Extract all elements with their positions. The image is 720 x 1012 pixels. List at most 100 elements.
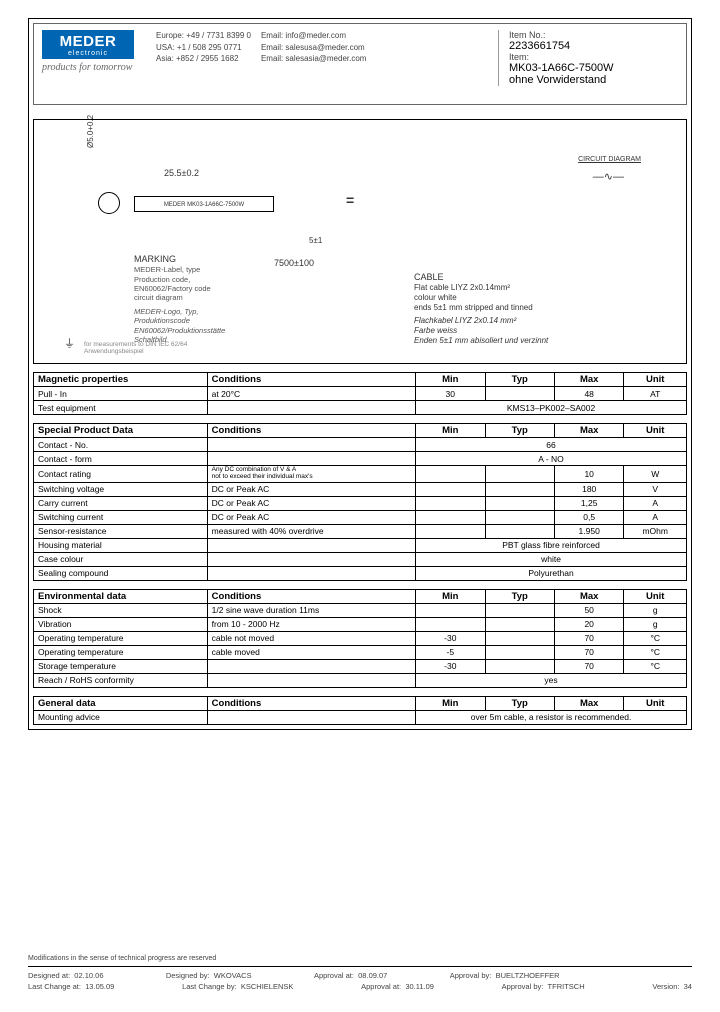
param-span-value: A - NO xyxy=(416,452,687,466)
param-span-value: white xyxy=(416,552,687,566)
approval1-at-value: 08.09.07 xyxy=(358,971,387,980)
footer: Modifications in the sense of technical … xyxy=(28,955,692,993)
circuit-diagram-label: CIRCUIT DIAGRAM xyxy=(578,156,641,163)
col-max: Max xyxy=(554,373,623,387)
contact-emails: Email: info@meder.com Email: salesusa@me… xyxy=(261,30,367,65)
param-name: Contact - No. xyxy=(34,438,208,452)
contact-phones: Europe: +49 / 7731 8399 0 USA: +1 / 508 … xyxy=(156,30,251,65)
marking-header: MARKING xyxy=(134,254,324,265)
circuit-switch-icon: —∿— xyxy=(593,170,624,183)
param-name: Contact - form xyxy=(34,452,208,466)
param-cond: cable moved xyxy=(207,645,415,659)
approval1-at-label: Approval at: xyxy=(314,971,354,980)
param-cond: measured with 40% overdrive xyxy=(207,524,415,538)
col-unit: Unit xyxy=(624,424,687,438)
version-value: 34 xyxy=(684,982,692,991)
param-typ xyxy=(485,387,554,401)
param-name: Sealing compound xyxy=(34,566,208,580)
item-name: MK03-1A66C-7500W xyxy=(509,62,678,74)
param-typ xyxy=(485,510,554,524)
param-min: -5 xyxy=(416,645,485,659)
param-typ xyxy=(485,496,554,510)
designed-at-label: Designed at: xyxy=(28,971,70,980)
param-max: 1,25 xyxy=(554,496,623,510)
param-max: 0,5 xyxy=(554,510,623,524)
ground-icon: ⏚ xyxy=(64,335,75,351)
lastchange-by-value: KSCHIELENSK xyxy=(241,982,294,991)
param-max: 10 xyxy=(554,466,623,483)
col-unit: Unit xyxy=(624,696,687,710)
slogan: products for tomorrow xyxy=(42,63,142,73)
param-cond: DC or Peak AC xyxy=(207,510,415,524)
footer-row-1: Designed at: 02.10.06 Designed by: WKOVA… xyxy=(28,970,692,981)
param-min: -30 xyxy=(416,659,485,673)
ground-note: for measurements to DIN IEC 62/64 Anwend… xyxy=(84,341,187,355)
sensor-side-rect xyxy=(366,190,406,208)
approval1-by-label: Approval by: xyxy=(450,971,492,980)
param-name: Test equipment xyxy=(34,401,208,415)
dimension-length: 25.5±0.2 xyxy=(164,168,199,178)
param-cond xyxy=(207,538,415,552)
cable-header: CABLE xyxy=(414,272,624,283)
table-row: Contact - No.66 xyxy=(34,438,687,452)
page-frame: MEDER electronic products for tomorrow E… xyxy=(28,18,692,730)
marking-lines: MEDER-Label, type Production code, EN600… xyxy=(134,265,324,303)
col-typ: Typ xyxy=(485,696,554,710)
param-name: Contact rating xyxy=(34,466,208,483)
approval2-by-label: Approval by: xyxy=(502,982,544,991)
param-cond: DC or Peak AC xyxy=(207,482,415,496)
table-row: Sensor-resistancemeasured with 40% overd… xyxy=(34,524,687,538)
technical-drawing: Ø5.0+0.2 25.5±0.2 MEDER MK03-1A66C-7500W… xyxy=(33,119,687,364)
table-row: Contact ratingAny DC combination of V & … xyxy=(34,466,687,483)
sensor-front-view xyxy=(98,192,120,214)
table-title: Special Product Data xyxy=(34,424,208,438)
param-max: 70 xyxy=(554,645,623,659)
table-row: Sealing compoundPolyurethan xyxy=(34,566,687,580)
approval2-at-label: Approval at: xyxy=(361,982,401,991)
param-max: 1.950 xyxy=(554,524,623,538)
lastchange-at-value: 13.05.09 xyxy=(85,982,114,991)
header-box: MEDER electronic products for tomorrow E… xyxy=(33,23,687,105)
table-row: Contact - form A - NO xyxy=(34,452,687,466)
param-name: Operating temperature xyxy=(34,645,208,659)
param-min xyxy=(416,603,485,617)
conditions-header: Conditions xyxy=(207,696,415,710)
param-min xyxy=(416,496,485,510)
param-cond xyxy=(207,552,415,566)
param-min: -30 xyxy=(416,631,485,645)
table-row: Pull - Inat 20°C3048AT xyxy=(34,387,687,401)
table-row: Switching voltageDC or Peak AC180V xyxy=(34,482,687,496)
param-min xyxy=(416,510,485,524)
param-unit: °C xyxy=(624,659,687,673)
col-typ: Typ xyxy=(485,589,554,603)
cable-block: CABLE Flat cable LIYZ 2x0.14mm² colour w… xyxy=(414,272,624,346)
general-table: General dataConditionsMinTypMaxUnitMount… xyxy=(33,696,687,725)
brand-logo: MEDER electronic xyxy=(42,30,134,59)
col-unit: Unit xyxy=(624,373,687,387)
environmental-table: Environmental dataConditionsMinTypMaxUni… xyxy=(33,589,687,688)
param-unit: °C xyxy=(624,645,687,659)
param-cond xyxy=(207,673,415,687)
param-unit: AT xyxy=(624,387,687,401)
table-row: Test equipmentKMS13–PK002–SA002 xyxy=(34,401,687,415)
param-name: Housing material xyxy=(34,538,208,552)
col-min: Min xyxy=(416,589,485,603)
modifications-note: Modifications in the sense of technical … xyxy=(28,955,692,962)
param-cond: 1/2 sine wave duration 11ms xyxy=(207,603,415,617)
footer-row-2: Last Change at: 13.05.09 Last Change by:… xyxy=(28,981,692,992)
conditions-header: Conditions xyxy=(207,424,415,438)
param-min xyxy=(416,466,485,483)
tables-region: Magnetic propertiesConditionsMinTypMaxUn… xyxy=(33,372,687,725)
designed-at-value: 02.10.06 xyxy=(74,971,103,980)
param-cond xyxy=(207,401,415,415)
param-cond: from 10 - 2000 Hz xyxy=(207,617,415,631)
param-max: 50 xyxy=(554,603,623,617)
param-name: Case colour xyxy=(34,552,208,566)
col-max: Max xyxy=(554,696,623,710)
dimension-diameter: Ø5.0+0.2 xyxy=(86,115,95,148)
logo-sub: electronic xyxy=(44,50,132,57)
conditions-header: Conditions xyxy=(207,373,415,387)
magnetic-table: Magnetic propertiesConditionsMinTypMaxUn… xyxy=(33,372,687,415)
param-min xyxy=(416,524,485,538)
param-cond: cable not moved xyxy=(207,631,415,645)
